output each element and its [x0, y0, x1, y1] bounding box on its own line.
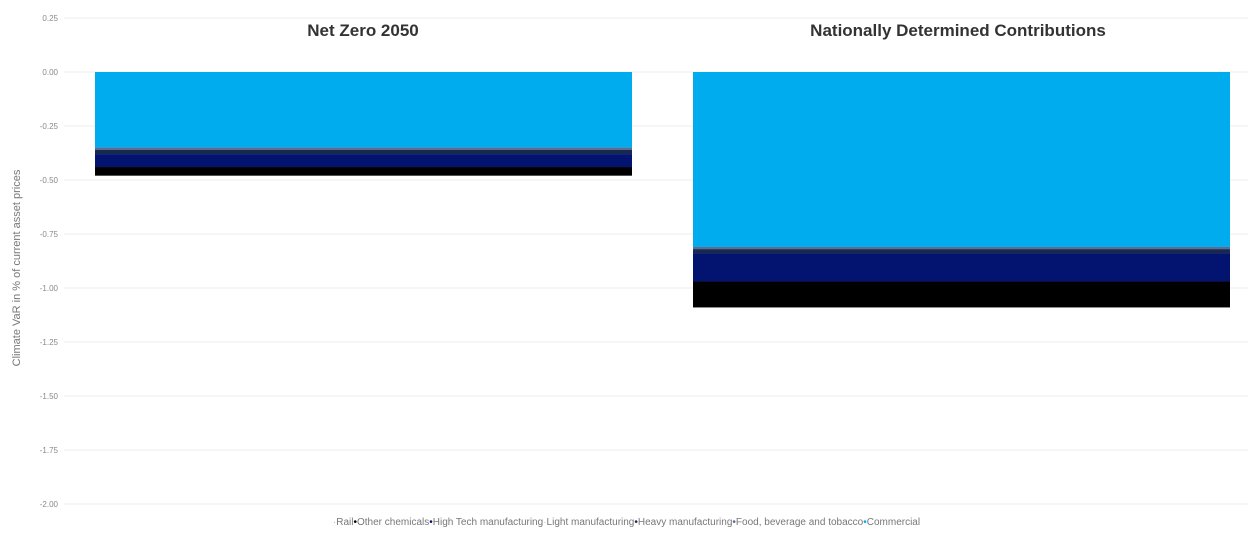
- panels: Net Zero 2050 Nationally Determined Contr…: [95, 21, 1230, 308]
- y-tick-label: 0.25: [42, 14, 58, 23]
- bar-segment-commercial: [95, 72, 632, 148]
- bar-segment-high-tech-manufacturing: [95, 154, 632, 168]
- bar-segment-other-chemicals: [693, 281, 1230, 308]
- legend-marker-icon: •: [634, 517, 638, 528]
- panel-title: Nationally Determined Contributions: [810, 21, 1106, 40]
- legend-item: •High Tech manufacturing: [429, 517, 543, 528]
- y-axis-ticks: 0.25 0.00 -0.25 -0.50 -0.75 -1.00 -1.25 -1.50 -1…: [40, 14, 59, 509]
- panel-1: Net Zero 2050: [95, 21, 632, 176]
- legend-label: Heavy manufacturing: [637, 517, 733, 528]
- bar-segment-other-chemicals: [95, 167, 632, 176]
- y-tick-label: -1.50: [40, 392, 59, 401]
- legend-marker-icon: •: [863, 517, 867, 528]
- y-tick-label: -0.75: [40, 230, 59, 239]
- bar-segment-food-beverage-and-tobacco: [693, 246, 1230, 250]
- bar-segment-food-beverage-and-tobacco: [95, 147, 632, 150]
- legend-item: •Other chemicals: [353, 517, 429, 528]
- y-axis-title: Climate VaR in % of current asset prices: [11, 169, 23, 366]
- legend-label: High Tech manufacturing: [432, 517, 544, 528]
- legend-label: Light manufacturing: [546, 517, 635, 528]
- bar-segment-high-tech-manufacturing: [693, 253, 1230, 282]
- y-tick-label: -2.00: [40, 500, 59, 509]
- y-tick-label: -1.25: [40, 338, 59, 347]
- legend-item: ·Light manufacturing: [543, 517, 634, 528]
- bar-segment-heavy-manufacturing: [95, 149, 632, 155]
- legend-item: •Heavy manufacturing: [634, 517, 732, 528]
- legend-label: Rail: [336, 517, 354, 528]
- bar-segment-heavy-manufacturing: [693, 249, 1230, 254]
- legend: ·Rail•Other chemicals•High Tech manufact…: [0, 517, 1253, 528]
- legend-label: Food, beverage and tobacco: [735, 517, 864, 528]
- legend-marker-icon: •: [353, 517, 357, 528]
- legend-marker-icon: ·: [332, 517, 337, 528]
- legend-marker-icon: •: [732, 517, 736, 528]
- panel-2: Nationally Determined Contributions: [693, 21, 1230, 308]
- legend-item: ·Rail: [333, 517, 354, 528]
- panel-title: Net Zero 2050: [307, 21, 419, 40]
- legend-label: Other chemicals: [356, 517, 430, 528]
- y-tick-label: 0.00: [42, 68, 58, 77]
- legend-item: •Commercial: [863, 517, 920, 528]
- legend-marker-icon: •: [429, 517, 433, 528]
- legend-item: •Food, beverage and tobacco: [732, 517, 863, 528]
- y-tick-label: -0.50: [40, 176, 59, 185]
- legend-marker-icon: ·: [543, 517, 547, 528]
- legend-label: Commercial: [866, 517, 921, 528]
- y-tick-label: -0.25: [40, 122, 59, 131]
- y-tick-label: -1.75: [40, 446, 59, 455]
- y-tick-label: -1.00: [40, 284, 59, 293]
- bar-segment-commercial: [693, 72, 1230, 247]
